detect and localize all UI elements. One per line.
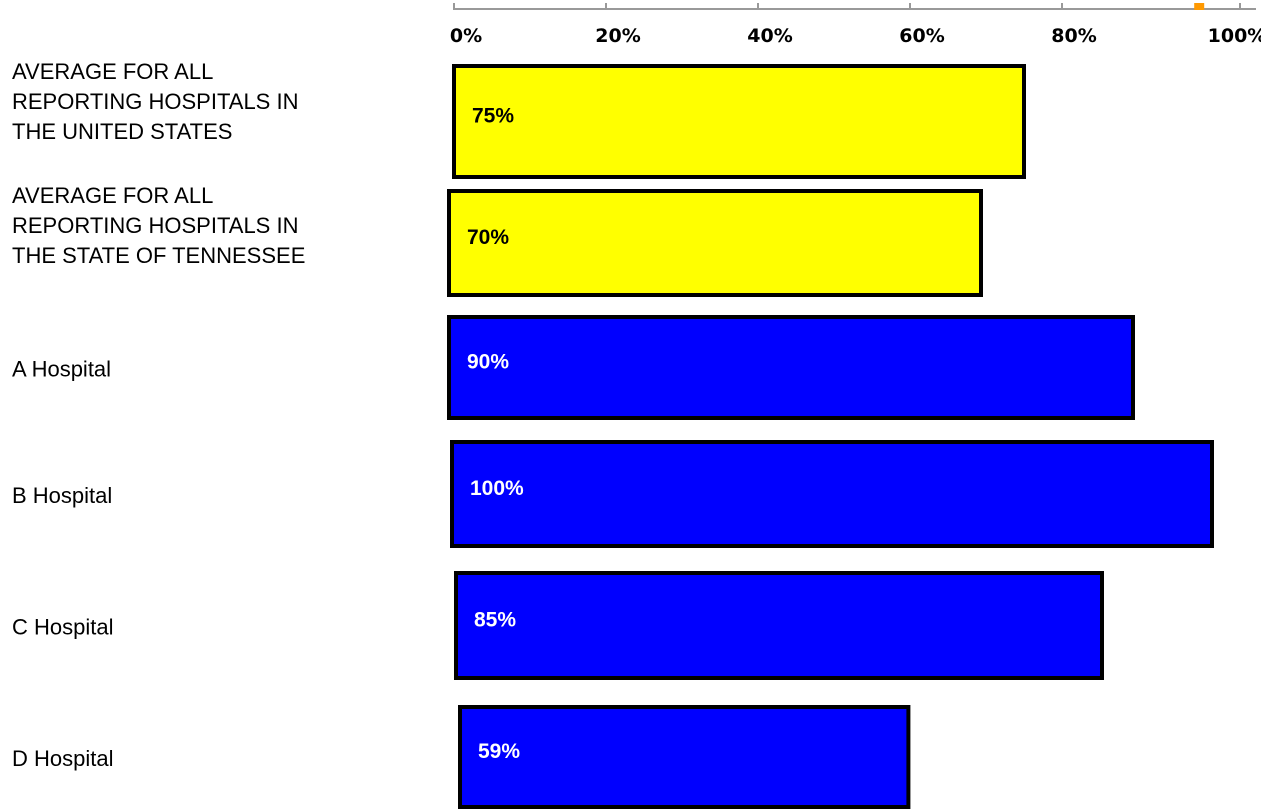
data-label: 75% [472, 105, 514, 128]
category-label: B Hospital [12, 483, 112, 508]
data-label: 70% [467, 226, 509, 249]
category-labels: AVERAGE FOR ALL REPORTING HOSPITALS IN THE… [12, 59, 305, 771]
bar [452, 64, 1026, 179]
category-label: D Hospital [12, 746, 113, 771]
bar [450, 440, 1214, 548]
x-tick-label: 0% [450, 25, 482, 47]
data-label: 59% [478, 740, 520, 763]
x-axis: 0% 20% 40% 60% 80% 100% [450, 3, 1261, 47]
category-label: AVERAGE FOR ALL REPORTING HOSPITALS IN THE… [12, 59, 298, 144]
category-label-line: REPORTING HOSPITALS IN [12, 213, 298, 238]
category-label-line: THE STATE OF TENNESSEE [12, 243, 305, 268]
bar [454, 571, 1104, 680]
bars: 75% 70% 90% 100% 85% 59% [447, 64, 1214, 809]
x-tick-label: 100% [1208, 25, 1261, 47]
category-label-line: AVERAGE FOR ALL [12, 183, 213, 208]
data-label: 100% [470, 477, 524, 500]
axis-marker [1194, 3, 1205, 10]
x-tick-label: 40% [747, 25, 792, 47]
data-label: 90% [467, 351, 509, 374]
bar [447, 189, 983, 297]
category-label: C Hospital [12, 615, 113, 640]
x-tick-label: 60% [899, 25, 944, 47]
x-tick-label: 80% [1051, 25, 1096, 47]
data-label: 85% [474, 609, 516, 632]
category-label-line: THE UNITED STATES [12, 119, 232, 144]
x-tick-label: 20% [595, 25, 640, 47]
category-label: AVERAGE FOR ALL REPORTING HOSPITALS IN THE… [12, 183, 305, 268]
category-label: A Hospital [12, 357, 111, 382]
bar [458, 705, 911, 809]
category-label-line: AVERAGE FOR ALL [12, 59, 213, 84]
category-label-line: REPORTING HOSPITALS IN [12, 89, 298, 114]
bar [447, 315, 1135, 420]
